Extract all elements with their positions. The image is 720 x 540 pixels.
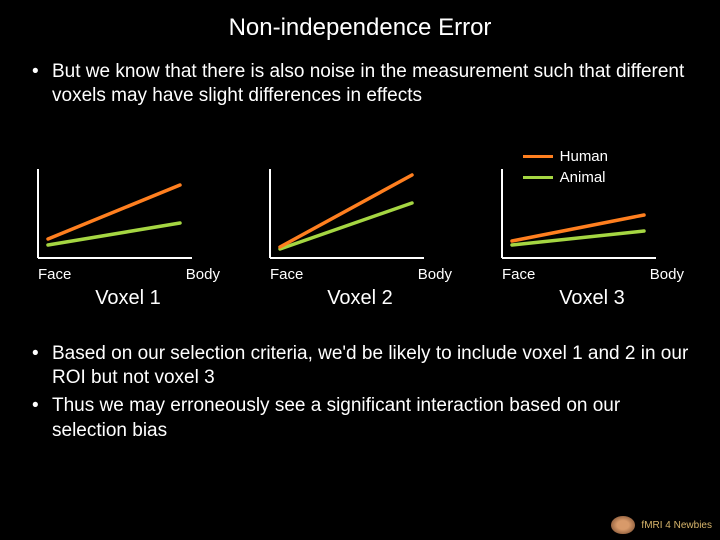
axis-left-label: Face <box>270 266 303 283</box>
footer-logo: fMRI 4 Newbies <box>611 516 712 534</box>
legend-label-animal: Animal <box>560 169 606 186</box>
axis-right-label: Body <box>186 266 220 283</box>
voxel-label-2: Voxel 2 <box>260 283 460 310</box>
bullet-item: But we know that there is also noise in … <box>30 60 700 109</box>
axis-labels-2: Face Body <box>260 262 460 283</box>
brain-icon <box>611 516 635 534</box>
axis-right-label: Body <box>650 266 684 283</box>
axis-left-label: Face <box>502 266 535 283</box>
axis-labels-1: Face Body <box>28 262 228 283</box>
legend-row-animal: Animal <box>523 169 608 186</box>
legend-swatch-human <box>523 155 553 158</box>
axis-left-label: Face <box>38 266 71 283</box>
top-bullets: But we know that there is also noise in … <box>0 50 720 109</box>
footer-text: fMRI 4 Newbies <box>641 520 712 531</box>
axis-right-label: Body <box>418 266 452 283</box>
voxel-label-1: Voxel 1 <box>28 283 228 310</box>
bottom-bullets: Based on our selection criteria, we'd be… <box>0 332 720 443</box>
chart-svg-1 <box>28 167 198 262</box>
charts-row: Face Body Voxel 1 Face Body Voxel 2 Face… <box>0 167 720 310</box>
slide-title: Non-independence Error <box>0 0 720 50</box>
chart-legend: Human Animal <box>523 148 608 190</box>
bullet-item: Thus we may erroneously see a significan… <box>30 394 700 443</box>
bullet-item: Based on our selection criteria, we'd be… <box>30 342 700 391</box>
voxel-label-3: Voxel 3 <box>492 283 692 310</box>
legend-swatch-animal <box>523 176 553 179</box>
chart-svg-2 <box>260 167 430 262</box>
legend-row-human: Human <box>523 148 608 165</box>
legend-label-human: Human <box>560 148 608 165</box>
axis-labels-3: Face Body <box>492 262 692 283</box>
chart-voxel-1: Face Body Voxel 1 <box>28 167 228 310</box>
chart-voxel-2: Face Body Voxel 2 <box>260 167 460 310</box>
